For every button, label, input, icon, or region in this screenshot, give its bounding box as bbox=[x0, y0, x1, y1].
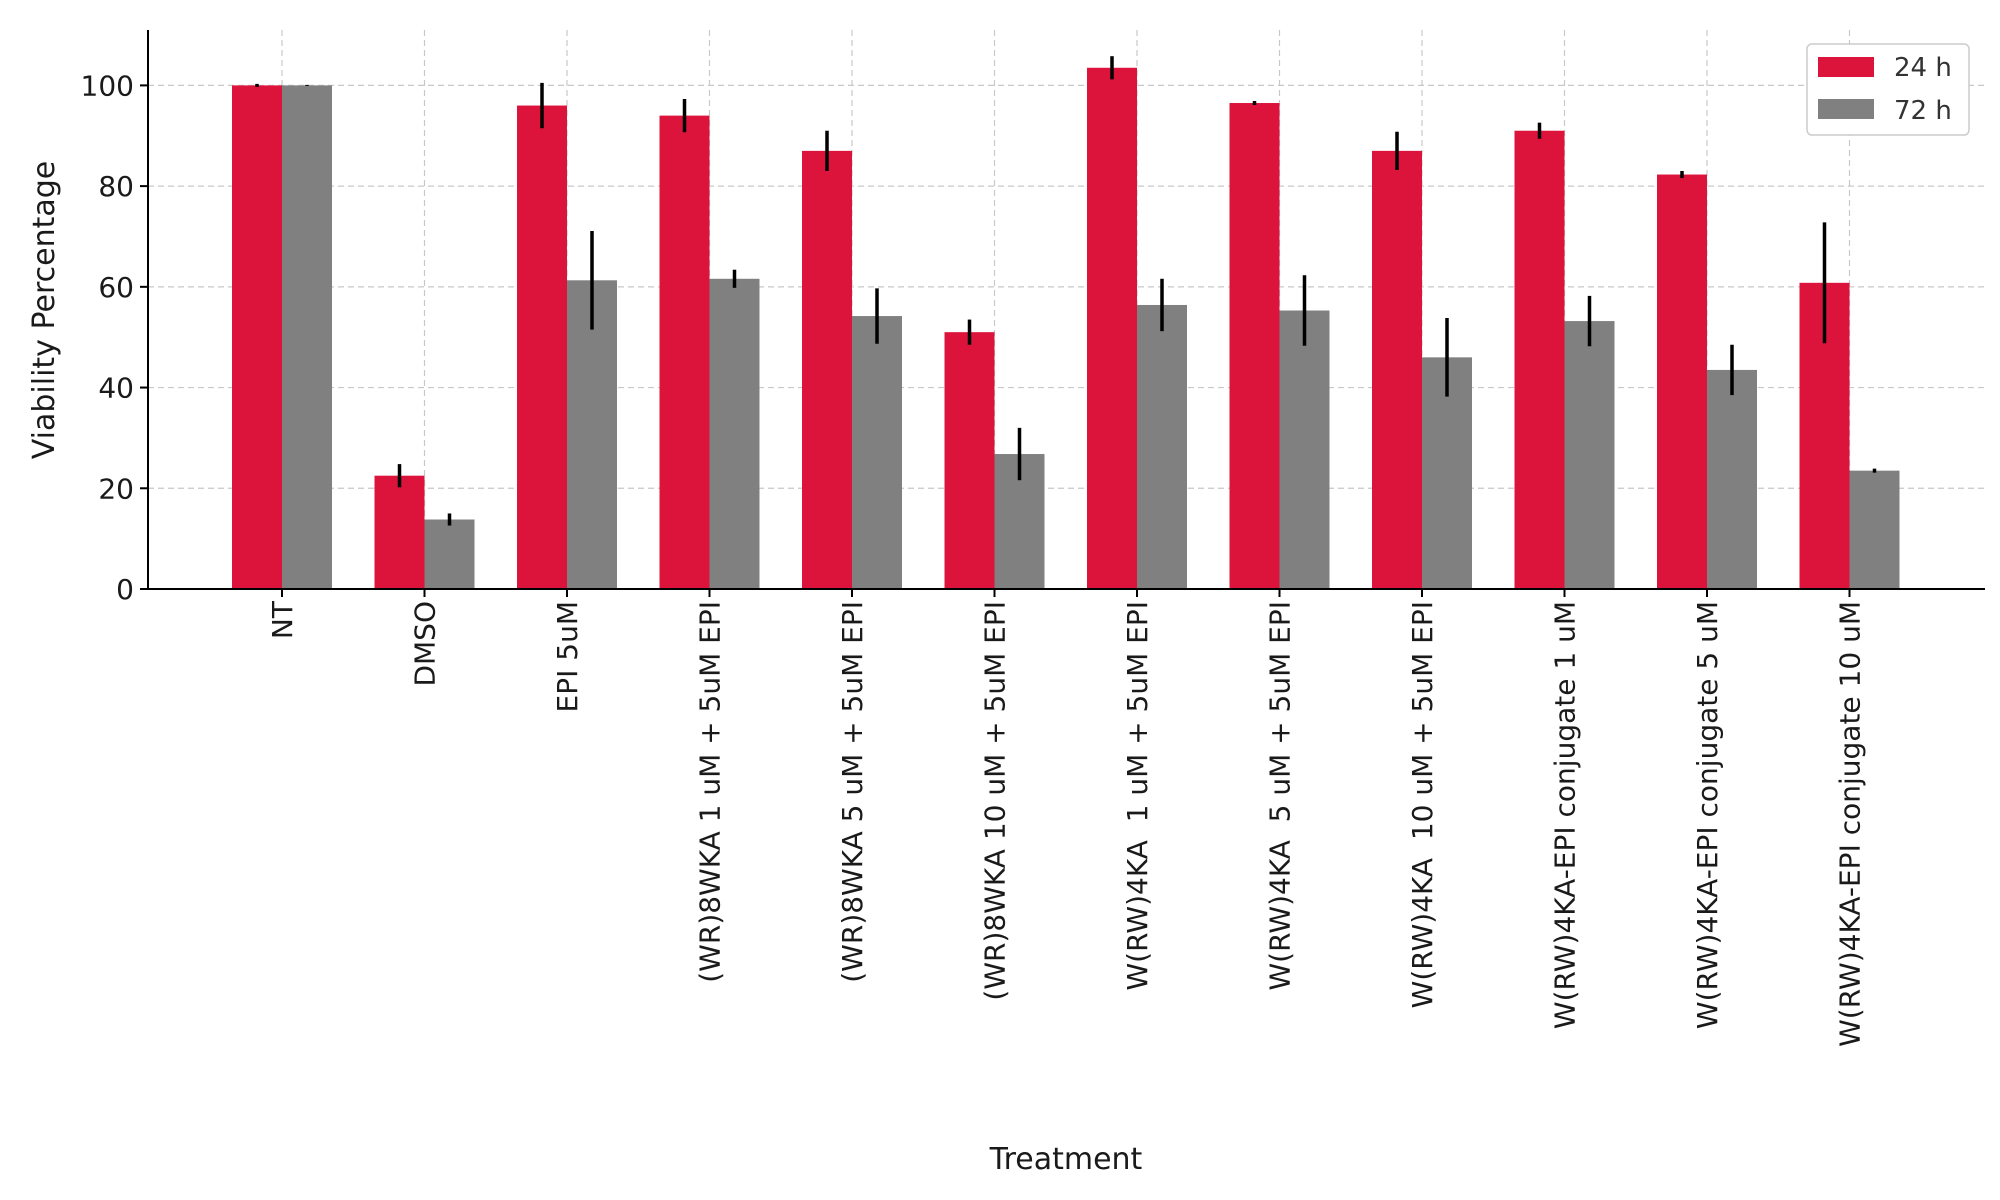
x-tick-label: W(RW)4KA-EPI conjugate 5 uM bbox=[1691, 601, 1724, 1029]
legend-label-72h: 72 h bbox=[1894, 96, 1952, 126]
bar-24h-7 bbox=[1229, 103, 1280, 589]
bars bbox=[232, 67, 1900, 590]
bar-24h-4 bbox=[802, 150, 852, 589]
bar-24h-2 bbox=[517, 105, 567, 590]
y-tick-label: 40 bbox=[98, 372, 134, 405]
legend: 24 h 72 h bbox=[1806, 43, 1970, 136]
bar-24h-5 bbox=[944, 332, 995, 589]
y-axis-label: Viability Percentage bbox=[27, 161, 62, 459]
bar-72h-4 bbox=[852, 316, 902, 589]
y-tick-label: 100 bbox=[81, 69, 134, 102]
x-tick-label: W(RW)4KA 5 uM + 5uM EPI bbox=[1264, 601, 1297, 991]
x-tick-label: (WR)8WKA 1 uM + 5uM EPI bbox=[694, 601, 727, 983]
bar-24h-8 bbox=[1372, 150, 1422, 589]
bar-72h-9 bbox=[1564, 321, 1615, 589]
bar-72h-0 bbox=[282, 85, 332, 589]
x-tick-label: (WR)8WKA 10 uM + 5uM EPI bbox=[979, 601, 1012, 1001]
bar-72h-2 bbox=[567, 280, 617, 589]
x-tick-label: DMSO bbox=[409, 601, 442, 687]
legend-swatch-24h bbox=[1818, 57, 1874, 77]
bar-72h-7 bbox=[1279, 310, 1330, 589]
x-axis-label: Treatment bbox=[989, 1142, 1143, 1177]
x-tick-label: W(RW)4KA 10 uM + 5uM EPI bbox=[1406, 601, 1439, 1008]
axes bbox=[147, 30, 1985, 590]
legend-swatch-72h bbox=[1818, 99, 1874, 119]
y-tick-label: 0 bbox=[116, 573, 134, 606]
bar-24h-3 bbox=[659, 115, 710, 589]
x-ticks: NT DMSO EPI 5uM (WR)8WKA 1 uM + 5uM EPI (WR)… bbox=[266, 589, 1867, 1047]
bar-72h-1 bbox=[424, 519, 475, 589]
bar-24h-9 bbox=[1514, 130, 1565, 590]
y-tick-label: 20 bbox=[98, 472, 134, 505]
error-bars bbox=[255, 56, 1877, 526]
bar-72h-11 bbox=[1849, 470, 1900, 589]
y-tick-label: 80 bbox=[98, 170, 134, 203]
x-tick-label: W(RW)4KA-EPI conjugate 10 uM bbox=[1834, 601, 1867, 1047]
y-ticks: 0 20 40 60 80 100 bbox=[81, 69, 148, 606]
x-tick-label: NT bbox=[266, 600, 299, 639]
x-tick-label: EPI 5uM bbox=[551, 601, 584, 712]
bar-24h-10 bbox=[1657, 174, 1707, 589]
bar-72h-6 bbox=[1137, 304, 1187, 589]
x-tick-label: W(RW)4KA-EPI conjugate 1 uM bbox=[1549, 601, 1582, 1029]
x-tick-label: (WR)8WKA 5 uM + 5uM EPI bbox=[836, 601, 869, 983]
bar-72h-10 bbox=[1707, 369, 1757, 589]
bar-24h-0 bbox=[232, 85, 282, 589]
y-tick-label: 60 bbox=[98, 271, 134, 304]
legend-label-24h: 24 h bbox=[1894, 53, 1952, 83]
bar-24h-1 bbox=[374, 475, 425, 589]
x-tick-label: W(RW)4KA 1 uM + 5uM EPI bbox=[1121, 601, 1154, 991]
bar-72h-3 bbox=[709, 278, 760, 589]
bar-24h-6 bbox=[1087, 67, 1137, 590]
